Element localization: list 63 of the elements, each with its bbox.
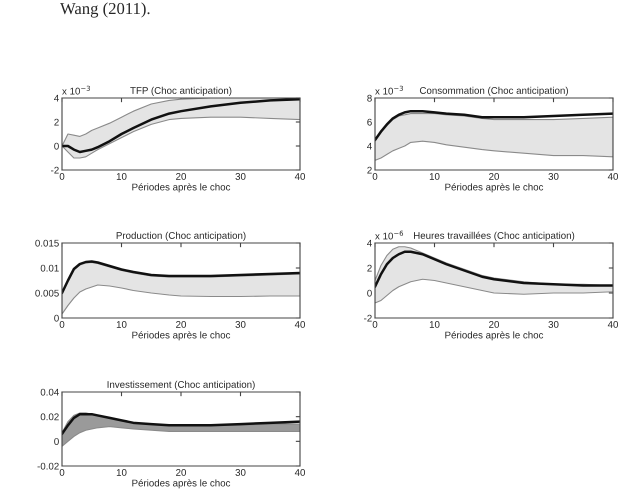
y-tick-label: 0.02: [40, 413, 59, 420]
x-tick-label: 20: [489, 173, 500, 180]
x-tick-label: 0: [372, 173, 378, 180]
x-tick-label: 10: [116, 321, 127, 328]
x-tick-label: 10: [116, 173, 127, 180]
chart-title: Production (Choc anticipation): [116, 232, 246, 241]
line-series: [62, 412, 300, 436]
text: x 10$^{−6}$: [375, 230, 404, 240]
text: Wang (2011).: [60, 2, 150, 18]
chart-title: Investissement (Choc anticipation): [108, 380, 255, 390]
x-tick-label: 20: [176, 469, 186, 476]
x-tick-label: 40: [608, 173, 618, 180]
x-tick-label: 10: [430, 321, 440, 328]
chart-title: TFP (Choc anticipation): [130, 86, 232, 96]
x-axis-title: Périodes après le choc: [132, 331, 230, 340]
x-tick-label: 0: [372, 321, 378, 328]
y-tick-label: 2: [367, 264, 372, 272]
x-tick-label: 30: [235, 321, 246, 328]
chart-title: Heures travaillées (Choc anticipation): [414, 232, 574, 241]
x-axis-title: Périodes après le choc: [132, 479, 230, 488]
x-tick-label: 30: [548, 321, 559, 328]
x-tick-label: 0: [60, 321, 64, 328]
x-axis-title: Périodes après le choc: [445, 183, 544, 192]
x-tick-label: 30: [235, 469, 246, 476]
y-tick-label: 0: [54, 142, 59, 150]
chart-title: Consommation (Choc anticipation): [420, 86, 568, 96]
line-series: [62, 260, 300, 294]
x-tick-label: 20: [489, 321, 500, 328]
y-tick-label: 0.005: [35, 290, 59, 297]
x-tick-label: 30: [548, 173, 559, 180]
y-tick-label: 0: [54, 314, 59, 322]
y-tick-label: 4: [54, 94, 59, 102]
x-tick-label: 40: [294, 469, 306, 476]
y-tick-label: 0: [54, 438, 59, 445]
y-tick-label: 0: [367, 290, 372, 297]
x-axis-title: Périodes après le choc: [132, 183, 230, 192]
line-series: [375, 110, 613, 142]
y-tick-label: 2: [367, 166, 372, 174]
y-tick-label: -2: [51, 166, 59, 174]
y-tick-label: 0.015: [35, 240, 59, 247]
x-tick-label: 20: [176, 173, 186, 180]
line-series: [375, 250, 613, 288]
y-tick-label: -0.02: [37, 462, 59, 470]
y-tick-label: 2: [54, 118, 59, 126]
x-tick-label: 0: [60, 469, 64, 476]
y-tick-label: -2: [364, 314, 372, 322]
y-tick-label: 4: [367, 142, 372, 150]
y-tick-label: 0.01: [40, 264, 59, 272]
x-tick-label: 10: [116, 469, 127, 476]
y-tick-label: 8: [367, 94, 372, 102]
y-tick-label: 6: [367, 118, 372, 126]
x-tick-label: 40: [608, 321, 618, 328]
x-tick-label: 0: [60, 173, 64, 180]
x-tick-label: 20: [176, 321, 186, 328]
x-tick-label: 30: [235, 173, 246, 180]
x-tick-label: 10: [430, 173, 440, 180]
y-tick-label: 4: [367, 240, 372, 247]
text: x 10$^{−3}$: [62, 86, 90, 95]
text: x 10$^{−3}$: [375, 86, 403, 95]
y-tick-label: 0.04: [40, 388, 59, 396]
x-axis-title: Périodes après le choc: [445, 331, 544, 340]
x-tick-label: 40: [294, 321, 306, 328]
x-tick-label: 40: [294, 173, 306, 180]
